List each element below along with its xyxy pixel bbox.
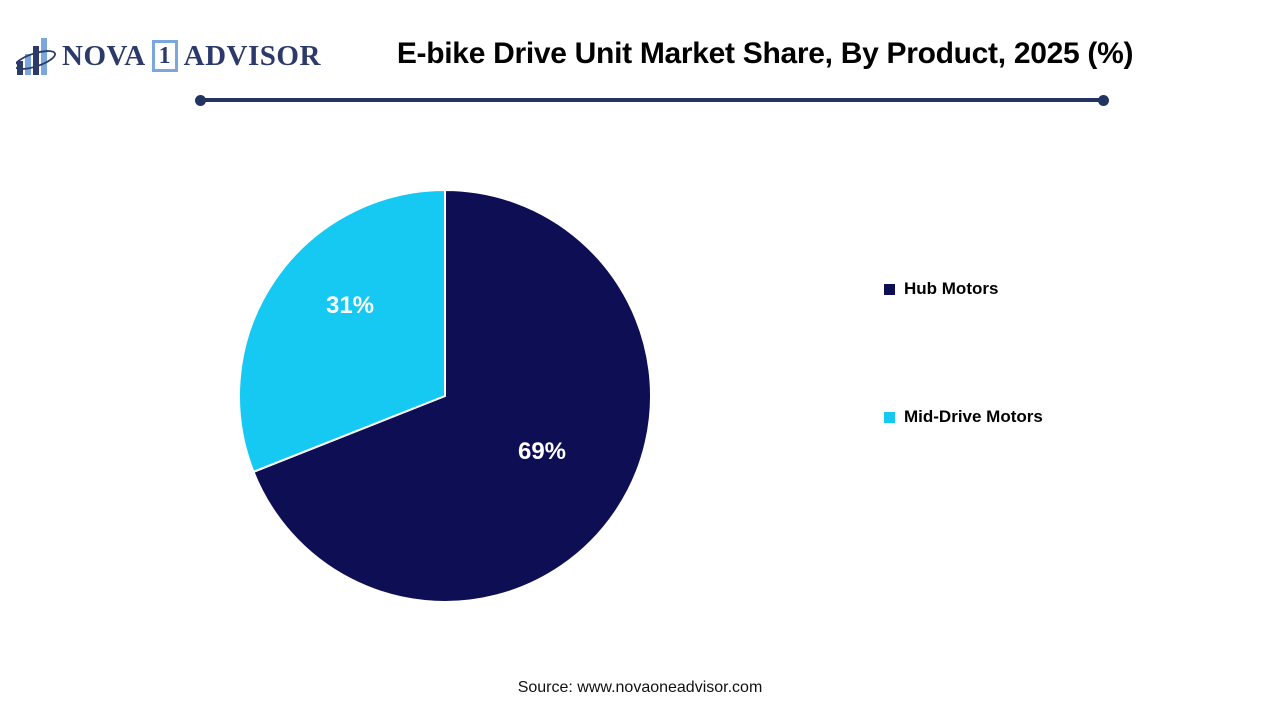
legend-label-hub-motors: Hub Motors — [904, 279, 999, 298]
legend-swatch-mid-drive-motors — [884, 411, 895, 423]
pie-chart-svg — [238, 189, 652, 603]
bar-chart-swoosh-icon — [16, 38, 56, 75]
logo-text-nova: NOVA — [62, 39, 146, 72]
pie-slice-hub-motors — [252, 189, 652, 603]
legend-swatch-hub-motors — [884, 283, 895, 295]
logo-text-advisor: ADVISOR — [183, 39, 321, 72]
chart-title: E-bike Drive Unit Market Share, By Produ… — [396, 37, 1134, 70]
title-divider-line — [195, 94, 1109, 106]
logo-badge-one: 1 — [151, 40, 178, 72]
logo: NOVA 1 ADVISOR — [16, 33, 321, 79]
legend-item-mid-drive-motors: Mid-Drive Motors — [884, 407, 1043, 427]
divider-right-dot — [1098, 94, 1109, 106]
legend-label-mid-drive-motors: Mid-Drive Motors — [904, 407, 1043, 426]
legend-item-hub-motors: Hub Motors — [884, 279, 998, 299]
pie-slice-mid-drive-motors — [238, 189, 446, 473]
source-text: Source: www.novaoneadvisor.com — [517, 679, 763, 696]
divider-left-dot — [195, 94, 206, 106]
pie-chart: 69% 31% — [235, 186, 655, 606]
pie-label-hub-motors: 69% — [517, 438, 567, 465]
pie-label-mid-drive-motors: 31% — [325, 292, 375, 319]
